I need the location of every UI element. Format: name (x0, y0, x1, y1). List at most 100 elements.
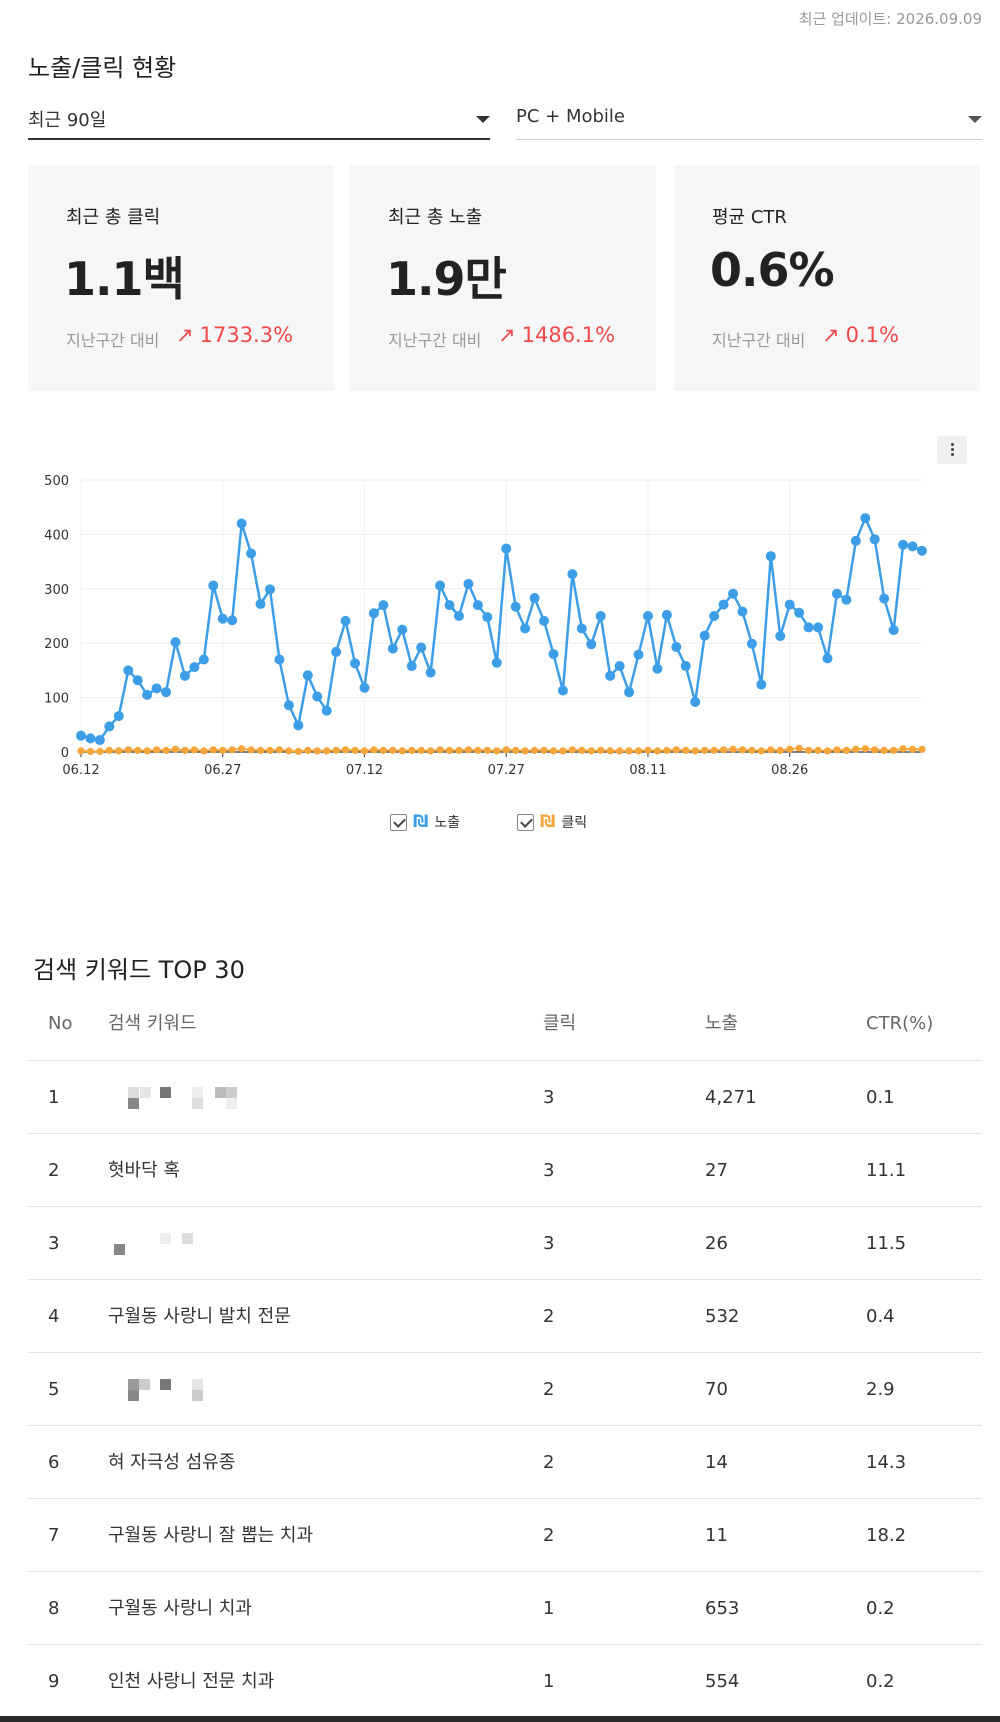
clicks-point[interactable] (427, 747, 435, 755)
cell-keyword[interactable]: 혓바닥 혹 (108, 1160, 180, 1181)
impressions-point[interactable] (132, 675, 143, 686)
clicks-point[interactable] (682, 746, 690, 754)
impressions-point[interactable] (331, 646, 342, 657)
impressions-point[interactable] (217, 613, 228, 624)
impressions-point[interactable] (680, 661, 691, 672)
impressions-point[interactable] (822, 653, 833, 664)
impressions-point[interactable] (652, 663, 663, 674)
impressions-point[interactable] (274, 654, 285, 665)
impressions-point[interactable] (255, 599, 266, 610)
impressions-point[interactable] (765, 551, 776, 562)
impressions-point[interactable] (784, 599, 795, 610)
impressions-point[interactable] (444, 600, 455, 611)
clicks-point[interactable] (842, 746, 851, 754)
clicks-point[interactable] (275, 746, 284, 754)
impressions-point[interactable] (907, 541, 918, 552)
impressions-point[interactable] (576, 623, 587, 634)
impressions-point[interactable] (746, 638, 757, 649)
impressions-point[interactable] (586, 639, 597, 650)
impressions-point[interactable] (529, 593, 540, 604)
impressions-point[interactable] (198, 654, 209, 665)
clicks-point[interactable] (134, 746, 142, 754)
impressions-point[interactable] (803, 622, 814, 633)
clicks-point[interactable] (530, 746, 539, 754)
clicks-point[interactable] (171, 745, 180, 753)
impressions-point[interactable] (520, 623, 531, 634)
clicks-point[interactable] (701, 746, 709, 754)
impressions-point[interactable] (170, 637, 181, 648)
impressions-point[interactable] (482, 612, 493, 623)
impressions-point[interactable] (340, 615, 351, 626)
impressions-point[interactable] (709, 611, 720, 621)
clicks-point[interactable] (616, 747, 624, 755)
impressions-point[interactable] (501, 543, 512, 554)
clicks-point[interactable] (710, 746, 718, 754)
impressions-point[interactable] (85, 733, 96, 744)
clicks-point[interactable] (512, 746, 520, 754)
clicks-point[interactable] (521, 747, 529, 755)
clicks-point[interactable] (833, 746, 841, 754)
clicks-point[interactable] (152, 746, 161, 754)
impressions-point[interactable] (728, 588, 739, 599)
impressions-point[interactable] (850, 535, 861, 546)
impressions-point[interactable] (94, 735, 105, 746)
impressions-point[interactable] (671, 642, 682, 653)
impressions-point[interactable] (350, 658, 361, 669)
impressions-point[interactable] (690, 696, 701, 707)
clicks-point[interactable] (77, 747, 85, 755)
impressions-point[interactable] (189, 662, 200, 673)
impressions-point[interactable] (76, 730, 86, 741)
impressions-point[interactable] (463, 578, 474, 589)
clicks-point[interactable] (417, 746, 425, 754)
clicks-point[interactable] (370, 746, 378, 754)
table-row[interactable]: 6 혀 자극성 섬유종 2 14 14.3 (28, 1426, 982, 1499)
clicks-point[interactable] (890, 746, 898, 754)
clicks-point[interactable] (738, 746, 747, 754)
clicks-point[interactable] (606, 747, 614, 755)
impressions-point[interactable] (860, 513, 871, 524)
impressions-point[interactable] (775, 631, 786, 642)
impressions-point[interactable] (614, 661, 625, 672)
clicks-point[interactable] (304, 746, 312, 754)
clicks-point[interactable] (908, 745, 917, 753)
clicks-point[interactable] (568, 746, 576, 754)
clicks-point[interactable] (124, 746, 132, 754)
clicks-point[interactable] (871, 746, 879, 754)
impressions-point[interactable] (841, 594, 852, 605)
clicks-point[interactable] (464, 746, 473, 754)
cell-keyword[interactable]: 인천 사랑니 전문 치과 (108, 1671, 275, 1692)
table-row[interactable]: 5 2 70 2.9 (28, 1353, 982, 1426)
impressions-point[interactable] (898, 539, 909, 550)
clicks-point[interactable] (285, 747, 293, 755)
clicks-point[interactable] (436, 746, 444, 754)
impressions-point[interactable] (293, 720, 304, 731)
impressions-point[interactable] (416, 642, 427, 653)
impressions-point[interactable] (208, 580, 219, 591)
clicks-point[interactable] (549, 747, 558, 755)
impressions-point[interactable] (264, 584, 275, 595)
table-row[interactable]: 7 구월동 사랑니 잘 뽑는 치과 2 11 18.2 (28, 1499, 982, 1572)
clicks-point[interactable] (597, 746, 605, 754)
clicks-point[interactable] (238, 745, 246, 753)
impressions-point[interactable] (661, 609, 672, 620)
table-row[interactable]: 1 3 4,271 0.1 (28, 1061, 982, 1134)
impressions-point[interactable] (397, 624, 408, 635)
cell-keyword[interactable]: 혀 자극성 섬유종 (108, 1452, 236, 1473)
clicks-point[interactable] (691, 747, 699, 755)
impressions-point[interactable] (557, 685, 568, 696)
clicks-point[interactable] (455, 746, 463, 754)
impressions-point[interactable] (321, 705, 332, 716)
clicks-point[interactable] (672, 746, 680, 754)
clicks-point[interactable] (899, 745, 907, 753)
clicks-point[interactable] (880, 746, 888, 754)
impressions-point[interactable] (142, 689, 153, 700)
clicks-point[interactable] (266, 746, 274, 754)
clicks-point[interactable] (474, 746, 482, 754)
impressions-point[interactable] (605, 670, 616, 681)
clicks-point[interactable] (502, 746, 510, 754)
clicks-point[interactable] (587, 747, 595, 755)
clicks-point[interactable] (351, 746, 359, 754)
clicks-point[interactable] (918, 745, 926, 753)
table-row[interactable]: 3 3 26 11.5 (28, 1207, 982, 1280)
impressions-point[interactable] (794, 607, 805, 618)
